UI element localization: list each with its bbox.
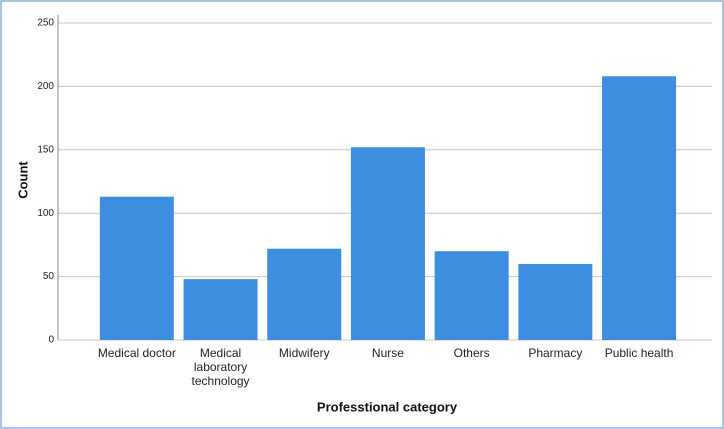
y-tick-label: 150 bbox=[37, 144, 54, 155]
bar bbox=[602, 76, 677, 341]
y-tick-label: 50 bbox=[43, 271, 55, 282]
x-tick-label: Public health bbox=[604, 346, 674, 360]
bar bbox=[267, 248, 342, 340]
x-tick-label: Midwifery bbox=[278, 346, 330, 360]
x-tick-label: Medical laboratory technology bbox=[191, 346, 250, 388]
x-axis-title: Professtional category bbox=[317, 399, 458, 414]
x-tick-label: Others bbox=[453, 346, 490, 360]
x-tick-label: Pharmacy bbox=[528, 346, 583, 360]
x-tick-label: Nurse bbox=[371, 346, 404, 360]
y-tick-label: 0 bbox=[48, 335, 54, 346]
bar bbox=[518, 263, 593, 340]
y-tick-label: 100 bbox=[37, 208, 54, 219]
bar bbox=[434, 251, 509, 340]
bar bbox=[183, 279, 258, 340]
y-tick-label: 250 bbox=[37, 18, 54, 29]
bar bbox=[99, 196, 174, 340]
y-tick-label: 200 bbox=[37, 81, 54, 92]
bar bbox=[350, 147, 425, 340]
x-tick-label: Medical doctor bbox=[97, 346, 176, 360]
y-axis-title: Count bbox=[15, 161, 30, 199]
